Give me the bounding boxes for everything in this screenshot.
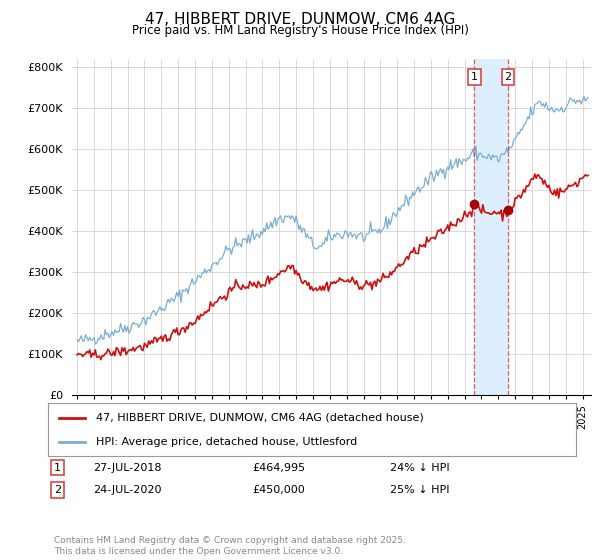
Text: £450,000: £450,000 (252, 485, 305, 495)
Text: 27-JUL-2018: 27-JUL-2018 (93, 463, 161, 473)
Text: 24% ↓ HPI: 24% ↓ HPI (390, 463, 449, 473)
Bar (474, 59, 508, 395)
Text: 1: 1 (54, 463, 61, 473)
Text: £464,995: £464,995 (252, 463, 305, 473)
Text: 25% ↓ HPI: 25% ↓ HPI (390, 485, 449, 495)
Text: 1: 1 (471, 72, 478, 82)
Text: Contains HM Land Registry data © Crown copyright and database right 2025.
This d: Contains HM Land Registry data © Crown c… (54, 536, 406, 556)
Text: 2: 2 (505, 72, 511, 82)
Text: Price paid vs. HM Land Registry's House Price Index (HPI): Price paid vs. HM Land Registry's House … (131, 24, 469, 36)
Text: 47, HIBBERT DRIVE, DUNMOW, CM6 4AG (detached house): 47, HIBBERT DRIVE, DUNMOW, CM6 4AG (deta… (95, 413, 423, 423)
Text: HPI: Average price, detached house, Uttlesford: HPI: Average price, detached house, Uttl… (95, 437, 357, 447)
Text: 24-JUL-2020: 24-JUL-2020 (93, 485, 161, 495)
Text: 2: 2 (54, 485, 61, 495)
Text: 47, HIBBERT DRIVE, DUNMOW, CM6 4AG: 47, HIBBERT DRIVE, DUNMOW, CM6 4AG (145, 12, 455, 27)
